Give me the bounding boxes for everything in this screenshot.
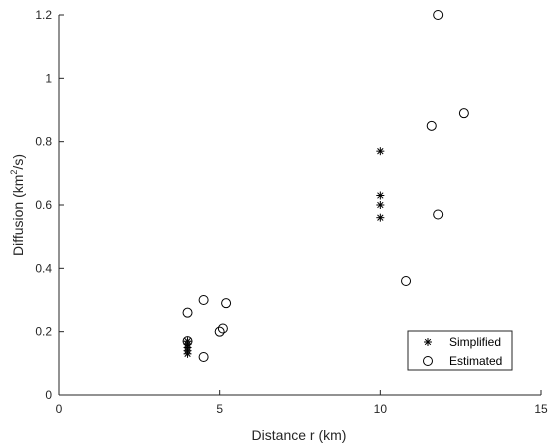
x-tick-label: 5 — [216, 402, 223, 416]
data-point-simplified — [376, 147, 385, 156]
data-point-estimated — [214, 326, 225, 337]
y-axis-label-prefix: Diffusion (km — [10, 175, 26, 256]
legend-marker-estimated — [423, 356, 433, 366]
y-tick-label: 0.8 — [35, 135, 52, 149]
data-point-estimated — [221, 298, 232, 309]
data-point-estimated — [433, 209, 444, 220]
data-point-estimated — [182, 307, 193, 318]
x-tick-label: 0 — [56, 402, 63, 416]
y-tick-label: 0.6 — [35, 198, 52, 212]
y-axis-label: Diffusion (km2/s) — [9, 154, 26, 256]
data-point-estimated — [433, 10, 444, 20]
y-tick-label: 0.2 — [35, 325, 52, 339]
y-axis-label-superscript: 2 — [9, 170, 19, 175]
data-point-estimated — [198, 352, 209, 362]
legend-circle-marker — [423, 356, 433, 366]
x-axis-label: Distance r (km) — [252, 427, 347, 443]
x-axis-ticks: 0 5 10 15 — [56, 390, 548, 416]
data-point-simplified — [376, 201, 385, 209]
x-tick-label: 15 — [534, 402, 548, 416]
legend-marker-simplified — [424, 338, 432, 346]
data-point-estimated — [198, 295, 209, 305]
legend-label-simplified: Simplified — [449, 335, 501, 349]
data-point-simplified — [376, 213, 385, 222]
legend: Simplified Estimated — [407, 330, 513, 371]
y-tick-label: 0 — [45, 388, 52, 402]
data-point-estimated — [182, 336, 193, 347]
data-point-simplified — [376, 191, 385, 200]
legend-label-estimated: Estimated — [449, 354, 502, 368]
y-tick-label: 1.2 — [35, 8, 52, 22]
data-point-estimated — [458, 108, 469, 119]
legend-box — [407, 330, 513, 371]
y-tick-label: 0.4 — [35, 261, 52, 275]
data-point-estimated — [426, 120, 437, 131]
data-point-simplified — [183, 337, 192, 346]
data-point-estimated — [401, 276, 412, 286]
data-markers — [182, 10, 469, 362]
legend-asterisk-marker — [424, 338, 432, 346]
y-axis-ticks: 0 0.2 0.4 0.6 0.8 1 1.2 — [35, 8, 64, 402]
data-point-estimated — [217, 323, 228, 334]
y-axis-label-suffix: /s) — [10, 154, 26, 170]
x-tick-label: 10 — [374, 402, 388, 416]
y-tick-label: 1 — [45, 71, 52, 85]
